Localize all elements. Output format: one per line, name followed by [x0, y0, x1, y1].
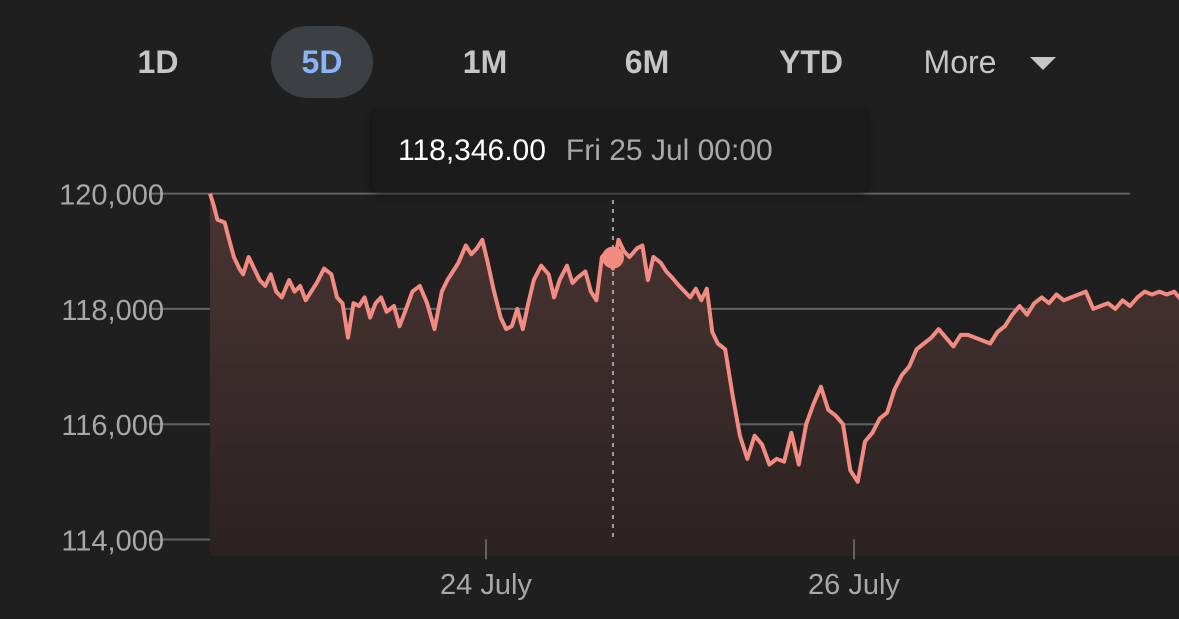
x-tick-label: 26 July: [808, 569, 900, 601]
x-tick-label: 24 July: [440, 569, 532, 601]
y-tick-label: 120,000: [59, 180, 164, 212]
price-area-fill: [210, 193, 1179, 556]
range-tab-5d[interactable]: 5D: [271, 26, 373, 98]
tooltip-date: Fri 25 Jul 00:00: [565, 134, 773, 167]
range-selector: 1D 5D 1M 6M YTD More: [0, 26, 1179, 98]
chevron-down-icon: [1030, 56, 1057, 70]
y-tick-label: 118,000: [61, 295, 164, 327]
range-tab-1m[interactable]: 1M: [462, 43, 508, 80]
range-tab-ytd[interactable]: YTD: [779, 43, 843, 80]
range-tab-6m[interactable]: 6M: [624, 43, 670, 80]
tooltip-price: 118,346.00: [398, 134, 546, 167]
y-tick-label: 114,000: [61, 525, 164, 557]
hover-point: [601, 246, 624, 269]
price-tooltip: 118,346.00 Fri 25 Jul 00:00: [372, 110, 867, 192]
price-line: [208, 192, 1179, 484]
range-tab-1d[interactable]: 1D: [137, 43, 179, 80]
more-label: More: [923, 43, 997, 80]
more-dropdown[interactable]: More: [910, 26, 1070, 98]
y-tick-label: 116,000: [61, 410, 164, 442]
